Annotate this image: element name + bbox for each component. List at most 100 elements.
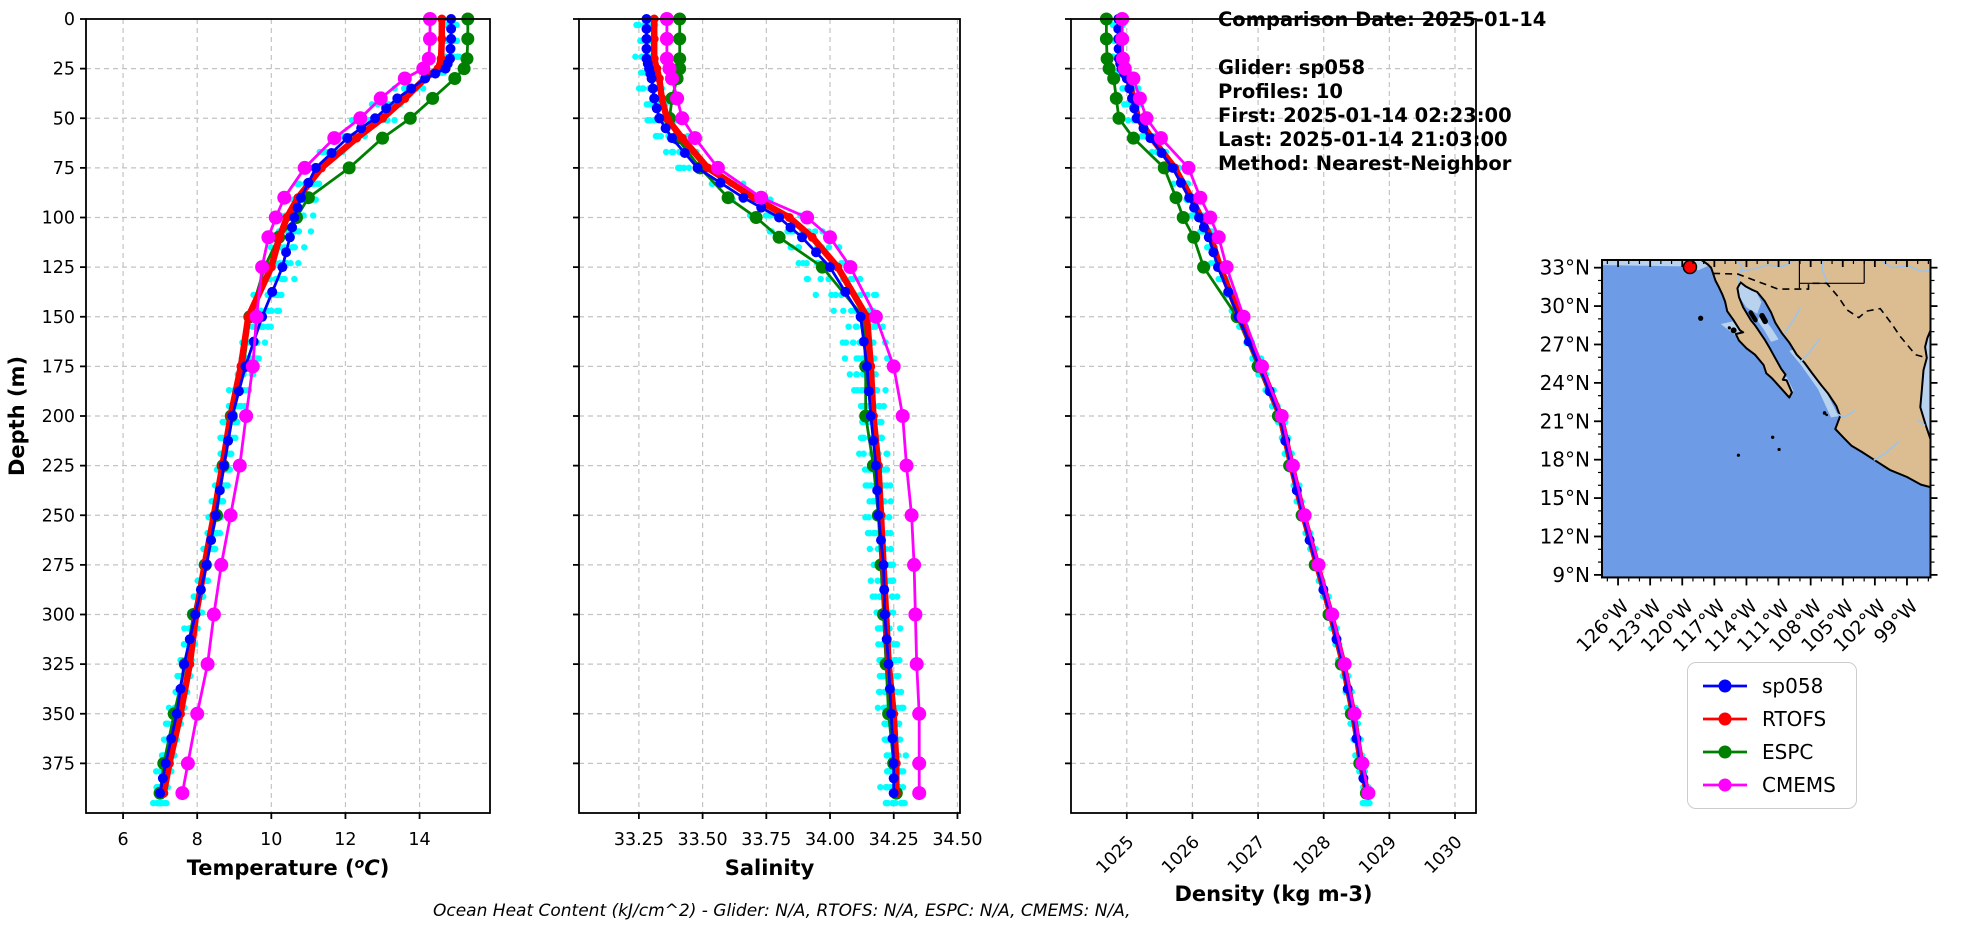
map-shelf xyxy=(1789,349,1839,418)
map-island xyxy=(1770,435,1775,439)
x-tick-label: 34.25 xyxy=(869,830,919,850)
depth-axis-label: Depth (m) xyxy=(5,356,29,476)
x-tick-label: 8 xyxy=(192,830,203,850)
series-ESPC-salinity xyxy=(663,12,903,800)
depth-tick-label: 325 xyxy=(42,655,75,675)
map-river xyxy=(1799,338,1820,363)
series-RTOFS-temperature xyxy=(159,14,447,798)
comparison-date-text: Comparison Date: 2025-01-14 xyxy=(1218,8,1547,31)
density-axis-label: Density (kg m-3) xyxy=(1174,882,1372,906)
depth-tick-label: 250 xyxy=(42,506,75,526)
series-CMEMS-salinity xyxy=(659,12,927,801)
temperature-axis-label: Temperature (oC) xyxy=(187,856,390,880)
x-tick-label: 10 xyxy=(260,830,282,850)
x-tick-label: 34.00 xyxy=(805,830,855,850)
x-tick-label: 1027 xyxy=(1224,832,1270,878)
map-island xyxy=(1825,413,1829,417)
map-river xyxy=(1783,307,1801,335)
legend-marker-espc xyxy=(1703,745,1747,759)
map-island xyxy=(1698,315,1704,321)
series-CMEMS-temperature xyxy=(175,12,437,801)
x-tick-label: 1026 xyxy=(1158,832,1204,878)
legend-marker-rtofs xyxy=(1703,712,1747,726)
legend-label: CMEMS xyxy=(1762,773,1836,797)
map-lat-label: 15°N xyxy=(1540,486,1590,510)
salinity-axis-label: Salinity xyxy=(725,856,815,880)
legend-marker-cmems xyxy=(1703,778,1747,792)
series-CMEMS-density xyxy=(1115,12,1376,801)
info-block: Comparison Date: 2025-01-14 Glider: sp05… xyxy=(1218,8,1546,176)
legend-item-cmems: CMEMS xyxy=(1701,773,1836,797)
ohc-caption: Ocean Heat Content (kJ/cm^2) - Glider: N… xyxy=(433,901,1131,921)
x-tick-label: 33.25 xyxy=(614,830,664,850)
map-river xyxy=(1736,260,1744,284)
map-frame xyxy=(1601,259,1932,579)
legend-label: ESPC xyxy=(1762,740,1814,764)
map-lat-label: 12°N xyxy=(1540,524,1590,548)
x-tick-label: 12 xyxy=(334,830,356,850)
legend-label: RTOFS xyxy=(1762,707,1827,731)
map-island xyxy=(1727,326,1731,330)
depth-tick-label: 50 xyxy=(53,109,75,129)
legend: sp058 RTOFS ESPC CMEMS xyxy=(1687,662,1857,809)
map-river xyxy=(1873,441,1900,461)
depth-tick-label: 75 xyxy=(53,159,75,179)
profiles-count-text: Profiles: 10 xyxy=(1218,80,1343,103)
map-lat-label: 30°N xyxy=(1540,294,1590,318)
map-island xyxy=(1777,447,1781,452)
map-island xyxy=(1759,312,1768,325)
legend-item-sp058: sp058 xyxy=(1701,674,1836,698)
last-profile-text: Last: 2025-01-14 21:03:00 xyxy=(1218,128,1508,151)
legend-item-espc: ESPC xyxy=(1701,740,1836,764)
map-land xyxy=(1700,260,1931,489)
depth-tick-label: 350 xyxy=(42,705,75,725)
depth-tick-label: 0 xyxy=(64,10,75,30)
map-lat-label: 33°N xyxy=(1540,256,1590,280)
depth-tick-label: 175 xyxy=(42,357,75,377)
series-sp058-salinity xyxy=(641,14,899,799)
x-tick-label: 33.75 xyxy=(741,830,791,850)
glider-name-text: Glider: sp058 xyxy=(1218,56,1366,79)
depth-tick-label: 225 xyxy=(42,457,75,477)
map-lat-label: 9°N xyxy=(1552,563,1590,587)
depth-tick-label: 300 xyxy=(42,606,75,626)
x-tick-label: 1029 xyxy=(1355,832,1401,878)
map-content xyxy=(1602,260,1931,578)
x-tick-label: 33.50 xyxy=(678,830,728,850)
depth-tick-label: 25 xyxy=(53,60,75,80)
depth-tick-label: 150 xyxy=(42,308,75,328)
map-panel: 33°N30°N27°N24°N21°N18°N15°N12°N9°N126°W… xyxy=(1540,256,1938,657)
map-river xyxy=(1821,260,1828,285)
map-lat-label: 21°N xyxy=(1540,409,1590,433)
x-tick-label: 6 xyxy=(117,830,128,850)
salinity-panel: 33.25 33.50 33.75 34.00 34.25 34.50 Salinity xyxy=(573,12,983,880)
map-island xyxy=(1748,310,1758,323)
series-sp058-temperature xyxy=(155,14,457,799)
map-shelf xyxy=(1737,281,1762,314)
map-shelf xyxy=(1920,330,1931,440)
map-international-border xyxy=(1713,272,1928,359)
map-lat-label: 24°N xyxy=(1540,371,1590,395)
map-island xyxy=(1730,327,1737,334)
depth-tick-label: 100 xyxy=(42,209,75,229)
depth-tick-label: 125 xyxy=(42,258,75,278)
legend-label: sp058 xyxy=(1762,674,1824,698)
legend-item-rtofs: RTOFS xyxy=(1701,707,1836,731)
x-tick-label: 1028 xyxy=(1290,832,1336,878)
map-river xyxy=(1739,260,1798,272)
depth-tick-label: 375 xyxy=(42,754,75,774)
map-river xyxy=(1879,260,1931,273)
first-profile-text: First: 2025-01-14 02:23:00 xyxy=(1218,104,1512,127)
x-tick-label: 1030 xyxy=(1421,832,1467,878)
map-island xyxy=(1736,453,1741,457)
x-tick-label: 34.50 xyxy=(932,830,982,850)
legend-marker-sp058 xyxy=(1703,679,1747,693)
temperature-panel: 6 8 10 12 14 0 25 50 75 100 125 150 175 200 225 250 275 3… xyxy=(42,10,491,880)
x-tick-label: 14 xyxy=(408,830,430,850)
map-river xyxy=(1916,419,1926,426)
depth-tick-label: 275 xyxy=(42,556,75,576)
map-lat-label: 27°N xyxy=(1540,332,1590,356)
map-lat-label: 18°N xyxy=(1540,448,1590,472)
